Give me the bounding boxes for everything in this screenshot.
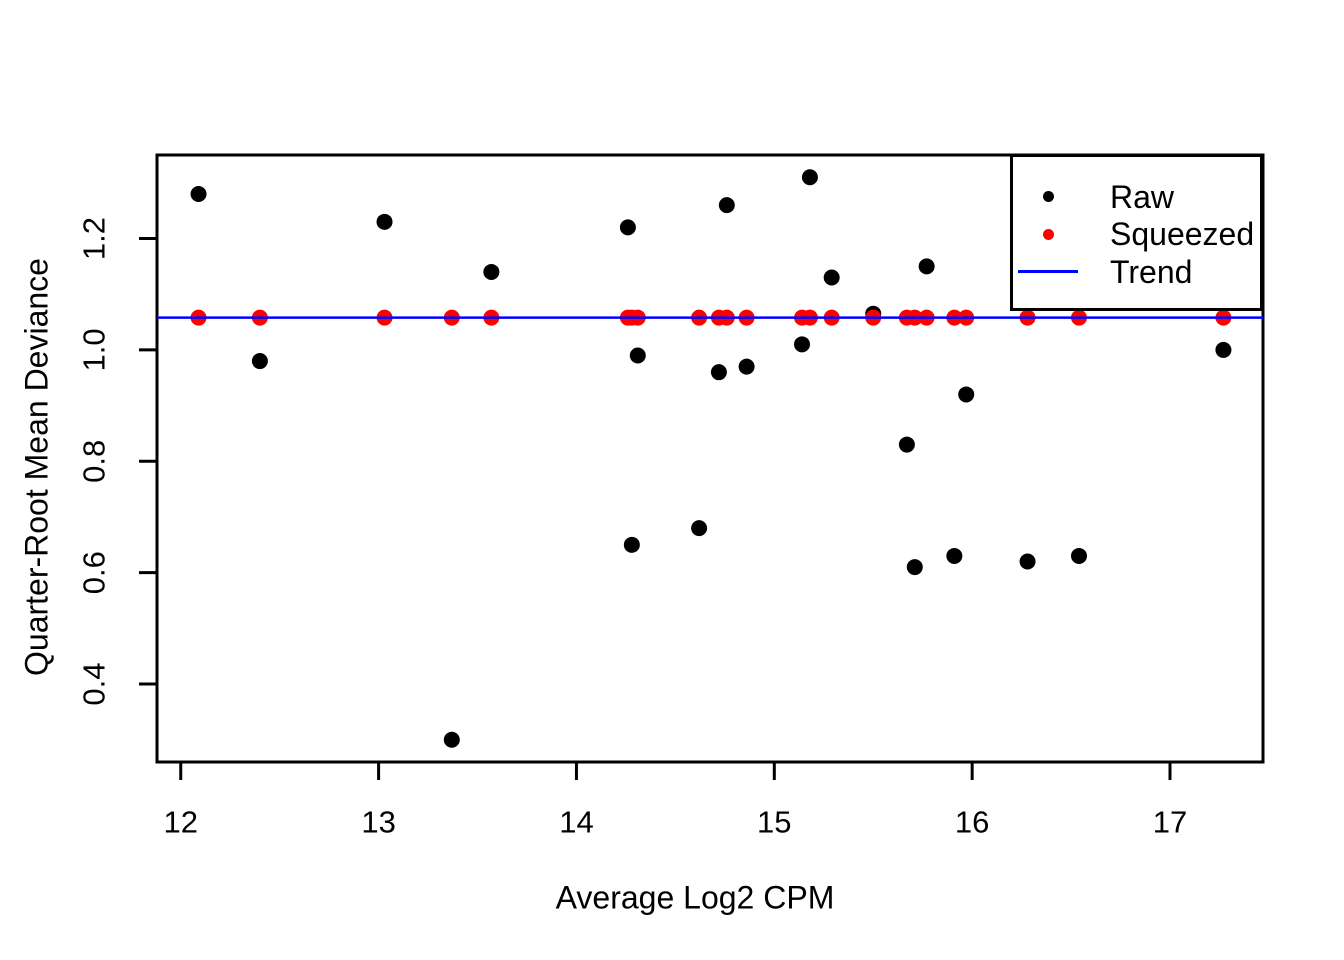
y-tick-label: 0.4 (77, 662, 112, 705)
legend-item-raw: Raw (1013, 178, 1260, 216)
legend-label-raw: Raw (1110, 178, 1175, 215)
x-axis-title: Average Log2 CPM (555, 879, 835, 916)
raw-point (691, 520, 708, 537)
raw-point (1215, 341, 1232, 358)
raw-point (251, 353, 268, 370)
x-tick-label: 14 (559, 805, 593, 840)
x-tick-label: 13 (361, 805, 395, 840)
x-tick-label: 15 (757, 805, 791, 840)
raw-point (483, 263, 500, 280)
raw-point (823, 269, 840, 286)
y-axis-title: Quarter-Root Mean Deviance (18, 258, 55, 676)
y-tick-label: 0.8 (77, 440, 112, 483)
raw-point (918, 258, 935, 275)
x-tick-label: 16 (955, 805, 989, 840)
legend-box: Raw Squeezed Trend (1010, 154, 1263, 311)
raw-point (958, 386, 975, 403)
raw-point (1070, 547, 1087, 564)
y-tick-label: 1.2 (77, 217, 112, 260)
raw-point (898, 436, 915, 453)
x-tick-label: 12 (164, 805, 198, 840)
raw-point-icon (1013, 191, 1083, 203)
raw-point (376, 213, 393, 230)
raw-point (738, 358, 755, 375)
legend-label-trend: Trend (1110, 253, 1193, 290)
raw-point (794, 336, 811, 353)
y-tick-label: 1.0 (77, 328, 112, 371)
raw-point (801, 169, 818, 186)
raw-point (623, 536, 640, 553)
raw-point (443, 731, 460, 748)
raw-point (718, 197, 735, 214)
trend-line-icon (1013, 270, 1083, 274)
squeezed-point-icon (1013, 228, 1083, 240)
legend-label-squeezed: Squeezed (1110, 216, 1255, 253)
plot-border (155, 153, 1265, 764)
y-tick-label: 0.6 (77, 551, 112, 594)
raw-point (629, 347, 646, 364)
raw-point (946, 547, 963, 564)
raw-point (1019, 553, 1036, 570)
raw-point (619, 219, 636, 236)
raw-point (710, 364, 727, 381)
raw-point (190, 185, 207, 202)
legend-item-trend: Trend (1013, 253, 1260, 291)
x-tick-label: 17 (1153, 805, 1187, 840)
raw-point (906, 559, 923, 576)
legend-item-squeezed: Squeezed (1013, 216, 1260, 254)
